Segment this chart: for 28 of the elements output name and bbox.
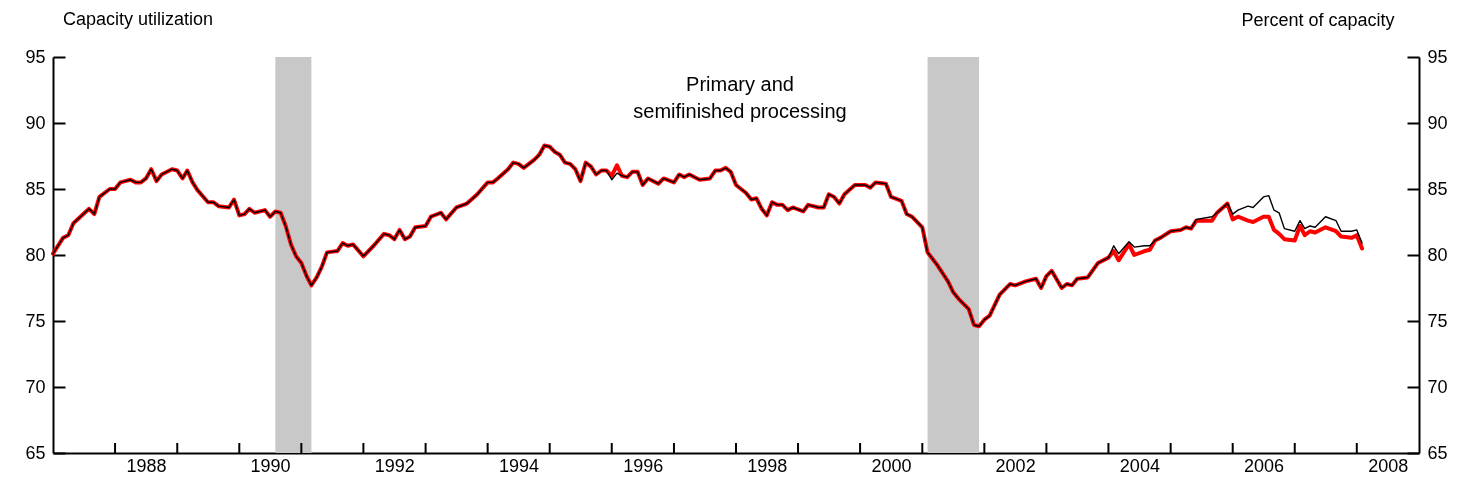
y2-tick-label: 95 — [1427, 46, 1448, 67]
y2-tick-label: 90 — [1427, 112, 1448, 133]
y2-tick-label: 65 — [1427, 442, 1448, 463]
x-tick-label: 1992 — [374, 455, 415, 476]
y-tick-label: 90 — [25, 112, 46, 133]
y2-tick-label: 75 — [1427, 310, 1448, 331]
y-tick-label: 70 — [25, 376, 46, 397]
x-tick-label: 2006 — [1243, 455, 1284, 476]
y-tick-label: 80 — [25, 244, 46, 265]
annotation: Primary and semifinished processing — [633, 73, 847, 122]
x-tick-label: 1988 — [126, 455, 167, 476]
y-tick-label: 75 — [25, 310, 46, 331]
y2-axis-title: Percent of capacity — [1241, 9, 1395, 30]
x-tick-label: 2000 — [871, 455, 912, 476]
x-tick-label: 1994 — [498, 455, 539, 476]
y-tick-label: 85 — [25, 178, 46, 199]
chart-title: Capacity utilization — [63, 9, 214, 29]
x-tick-label: 2008 — [1368, 455, 1409, 476]
x-tick-label: 2004 — [1119, 455, 1160, 476]
x-tick-label: 1990 — [250, 455, 291, 476]
x-tick-label: 1998 — [747, 455, 788, 476]
y2-tick-label: 70 — [1427, 376, 1448, 397]
y-tick-label: 65 — [25, 442, 46, 463]
x-tick-label: 2002 — [995, 455, 1036, 476]
x-tick-label: 1996 — [623, 455, 664, 476]
y2-tick-label: 80 — [1427, 244, 1448, 265]
y2-tick-label: 85 — [1427, 178, 1448, 199]
y-tick-label: 95 — [25, 46, 46, 67]
